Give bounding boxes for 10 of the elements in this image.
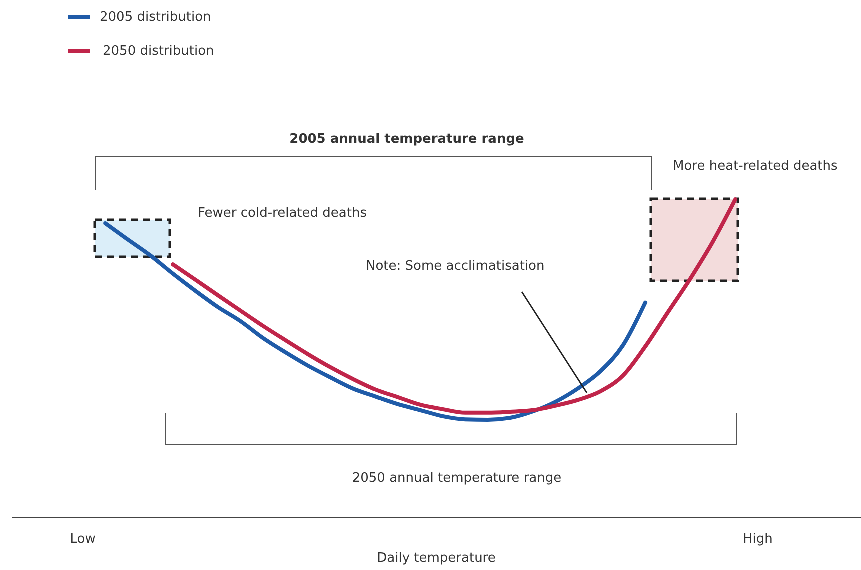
text: More heat-related deaths <box>673 159 838 174</box>
annotation: 2050 annual temperature range <box>352 471 562 486</box>
x-axis-title: Daily temperature <box>377 551 496 566</box>
legend-label: 2050 distribution <box>103 44 214 58</box>
text: 2005 annual temperature range <box>290 132 525 147</box>
x-tick-label: Low <box>70 532 96 548</box>
legend-label: 2005 distribution <box>100 10 212 24</box>
x-tick-label: High <box>743 532 773 548</box>
annotation: Note: Some acclimatisation <box>366 259 545 274</box>
annotation: Fewer cold-related deaths <box>198 206 368 221</box>
